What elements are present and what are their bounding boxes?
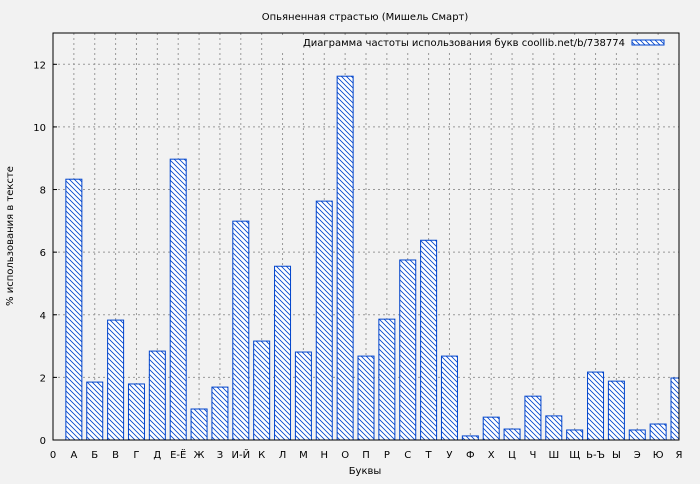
x-tick-label: Н — [321, 450, 329, 461]
bar-Ю — [649, 423, 667, 441]
x-tick-label: Ж — [194, 450, 205, 461]
x-tick-label: Ц — [508, 450, 516, 461]
x-tick-label: Э — [634, 450, 641, 461]
x-tick-label: Р — [384, 450, 390, 461]
bar-С — [399, 259, 417, 441]
x-tick-label: Д — [153, 450, 161, 461]
legend: Диаграмма частоты использования букв coo… — [278, 35, 676, 50]
bar-Э — [628, 429, 646, 441]
bar-Ф — [461, 435, 479, 441]
bar-К — [253, 340, 271, 441]
x-tick-label: Ы — [612, 450, 621, 461]
x-tick-label: Ь-Ъ — [586, 450, 605, 461]
x-tick-label: О — [341, 450, 349, 461]
bar-Ч — [524, 395, 542, 441]
bar-Л — [274, 265, 292, 441]
x-tick-label: А — [70, 450, 77, 461]
x-tick-label: Ю — [653, 450, 664, 461]
bar-И-Й — [232, 220, 250, 441]
bar-В — [107, 319, 125, 441]
bar-Щ — [566, 429, 584, 441]
x-tick-label: Т — [425, 450, 433, 461]
bar-Е-Ё — [169, 158, 187, 441]
x-tick-label: С — [404, 450, 411, 461]
bar-Ц — [503, 428, 521, 441]
bar-З — [211, 386, 229, 441]
bar-У — [440, 355, 458, 441]
bar-Я — [670, 377, 680, 441]
bar-Ь-Ъ — [587, 371, 605, 441]
bar-О — [336, 75, 354, 441]
x-tick-label: Г — [133, 450, 139, 461]
x-tick-label: Е-Ё — [170, 448, 186, 461]
legend-label: Диаграмма частоты использования букв coo… — [303, 38, 625, 49]
y-tick-label: 8 — [40, 186, 46, 197]
y-axis-label: % использования в тексте — [5, 166, 16, 306]
x-tick-label: К — [258, 450, 265, 461]
x-tick-label: Х — [488, 450, 495, 461]
y-tick-label: 12 — [33, 60, 46, 71]
y-tick-label: 0 — [40, 436, 46, 447]
bar-Ш — [545, 415, 563, 441]
x-tick-label: У — [446, 450, 452, 461]
y-tick-label: 2 — [40, 373, 46, 384]
chart-title: Опьяненная страстью (Мишель Смарт) — [262, 12, 469, 23]
x-tick-label: Я — [676, 450, 683, 461]
x-tick-label: 0 — [50, 450, 56, 461]
bar-Б — [86, 381, 104, 441]
x-tick-label: Ш — [548, 450, 559, 461]
x-axis-label: Буквы — [349, 466, 382, 477]
x-tick-label: Ч — [530, 450, 537, 461]
x-tick-label: Щ — [569, 450, 580, 461]
bar-Д — [148, 350, 166, 441]
bar-П — [357, 355, 375, 441]
legend-swatch — [631, 39, 665, 46]
x-tick-label: З — [217, 450, 223, 461]
plot-frame — [52, 32, 680, 441]
y-tick-label: 6 — [40, 248, 46, 259]
bar-Ж — [190, 408, 208, 441]
x-tick-label: М — [299, 450, 308, 461]
x-tick-label: И-Й — [232, 448, 251, 461]
bar-Т — [420, 239, 438, 441]
x-tick-label: Б — [91, 450, 98, 461]
bar-Ы — [607, 380, 625, 441]
bar-А — [65, 178, 83, 441]
x-tick-label: Ф — [466, 450, 475, 461]
y-tick-label: 4 — [40, 311, 46, 322]
bar-Г — [127, 383, 145, 441]
x-tick-label: П — [362, 450, 370, 461]
bar-М — [294, 351, 312, 441]
bar-Х — [482, 416, 500, 441]
x-tick-label: Л — [279, 450, 287, 461]
bar-Р — [378, 318, 396, 441]
x-tick-label: В — [112, 450, 119, 461]
y-tick-label: 10 — [33, 123, 46, 134]
bar-Н — [315, 200, 333, 441]
